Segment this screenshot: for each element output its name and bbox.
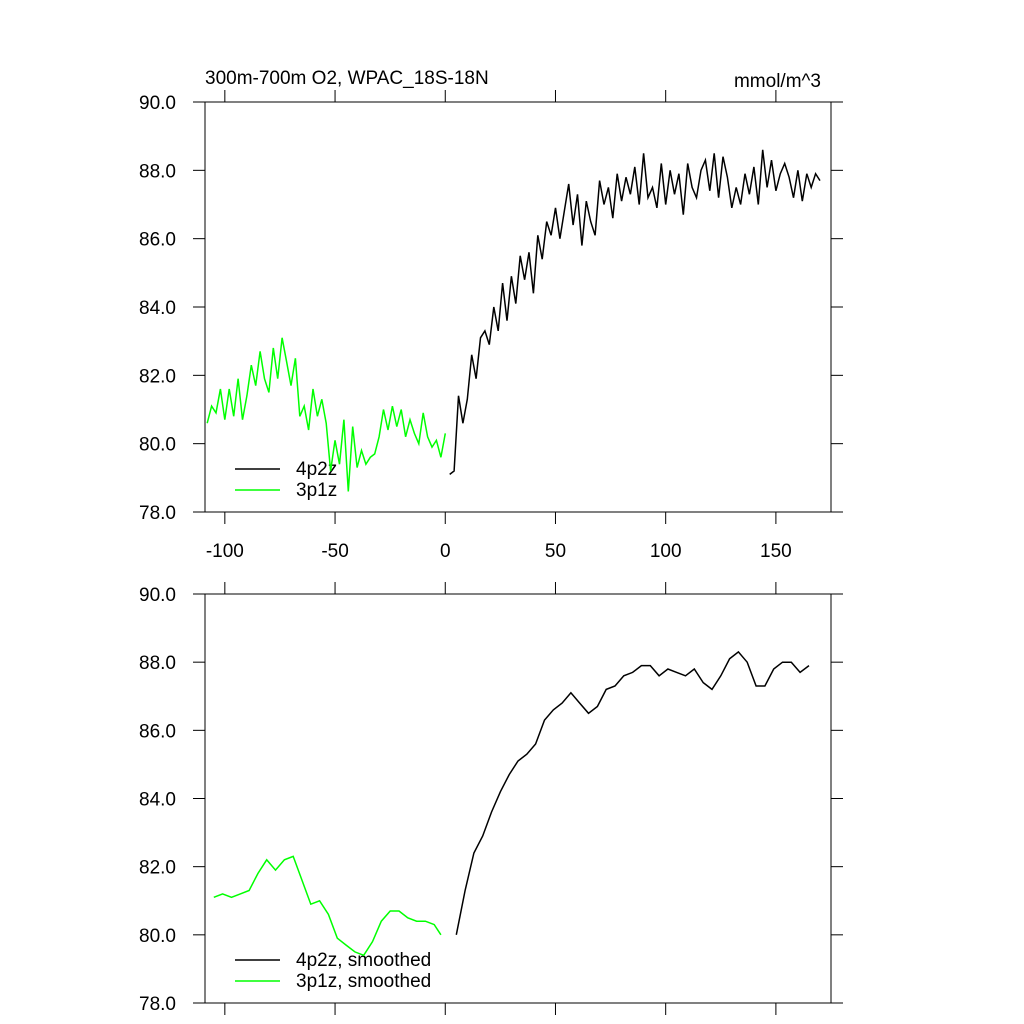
y-tick-label: 80.0 bbox=[139, 926, 176, 947]
y-tick-label: 82.0 bbox=[139, 858, 176, 879]
plot-frame bbox=[204, 101, 832, 513]
y-tick-label: 88.0 bbox=[139, 161, 176, 182]
y-tick-label: 84.0 bbox=[139, 298, 176, 319]
series-line bbox=[449, 149, 821, 475]
chart-title: 300m-700m O2, WPAC_18S-18N bbox=[205, 68, 489, 89]
x-tick-label: -50 bbox=[321, 541, 348, 562]
y-tick-label: 90.0 bbox=[139, 585, 176, 606]
y-tick-label: 80.0 bbox=[139, 435, 176, 456]
legend-label: 3p1z bbox=[296, 480, 337, 501]
units-label: mmol/m^3 bbox=[734, 71, 821, 92]
x-tick-label: 0 bbox=[440, 541, 451, 562]
x-tick-label: 100 bbox=[650, 541, 682, 562]
series-line bbox=[213, 855, 442, 957]
legend-label: 4p2z bbox=[296, 459, 337, 480]
series-line bbox=[455, 650, 810, 935]
x-tick-label: 50 bbox=[545, 541, 566, 562]
y-tick-label: 82.0 bbox=[139, 366, 176, 387]
y-tick-label: 84.0 bbox=[139, 790, 176, 811]
y-tick-label: 86.0 bbox=[139, 721, 176, 742]
x-tick-label: 150 bbox=[760, 541, 792, 562]
legend-label: 3p1z, smoothed bbox=[296, 971, 431, 992]
legend-label: 4p2z, smoothed bbox=[296, 950, 431, 971]
y-tick-label: 86.0 bbox=[139, 230, 176, 251]
y-tick-label: 78.0 bbox=[139, 503, 176, 524]
x-tick-label: -100 bbox=[206, 541, 244, 562]
y-tick-label: 88.0 bbox=[139, 653, 176, 674]
series-line bbox=[206, 337, 447, 492]
y-tick-label: 90.0 bbox=[139, 93, 176, 114]
plot-frame bbox=[204, 593, 832, 1004]
y-tick-label: 78.0 bbox=[139, 994, 176, 1015]
